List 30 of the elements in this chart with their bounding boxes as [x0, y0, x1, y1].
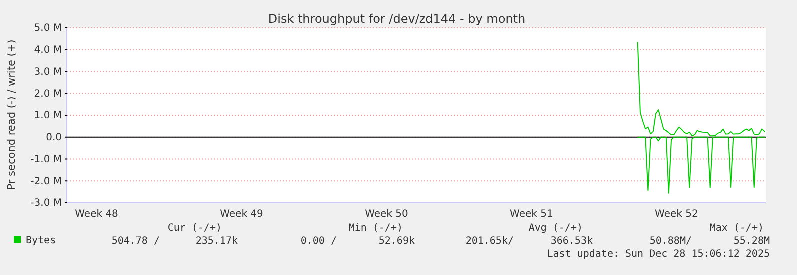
- text: 0.00 /: [300, 236, 337, 247]
- x-tick-label: Week 52: [655, 209, 698, 220]
- x-tick-label: Week 49: [220, 209, 264, 220]
- x-tick-label: Week 48: [75, 209, 118, 220]
- y-tick-label: 1.0 M: [34, 110, 62, 122]
- legend-label: Bytes: [26, 236, 56, 246]
- y-tick-label: 3.0 M: [34, 66, 62, 78]
- text: 235.17k: [196, 236, 238, 247]
- text: Last update: Sun Dec 28 15:06:12 2025: [547, 249, 770, 260]
- text: 55.28M: [734, 236, 770, 247]
- x-tick-label: Week 50: [365, 209, 408, 220]
- y-tick-label: -3.0 M: [30, 198, 62, 210]
- y-tick-label: 0.0: [46, 132, 62, 144]
- text: 52.69k: [378, 236, 415, 247]
- x-tick-label: Week 51: [510, 209, 554, 220]
- text: 366.53k: [550, 236, 593, 247]
- y-tick-label: 5.0 M: [34, 23, 62, 34]
- y-tick-label: 4.0 M: [34, 45, 62, 56]
- text: Max (-/+): [710, 223, 764, 234]
- y-tick-label: 2.0 M: [34, 88, 62, 100]
- chart-title: Disk throughput for /dev/zd144 - by month: [268, 12, 526, 26]
- text: 504.78 /: [112, 236, 160, 247]
- y-axis-title: Pr second read (-) / write (+): [6, 40, 18, 190]
- y-tick-label: -2.0 M: [30, 176, 62, 188]
- text: Cur (-/+): [168, 223, 222, 234]
- text: Avg (-/+): [528, 223, 583, 234]
- y-tick-label: -1.0 M: [30, 154, 62, 166]
- text: 201.65k/: [466, 236, 514, 247]
- text: Min (-/+): [348, 223, 403, 234]
- text: 50.88M/: [650, 236, 692, 247]
